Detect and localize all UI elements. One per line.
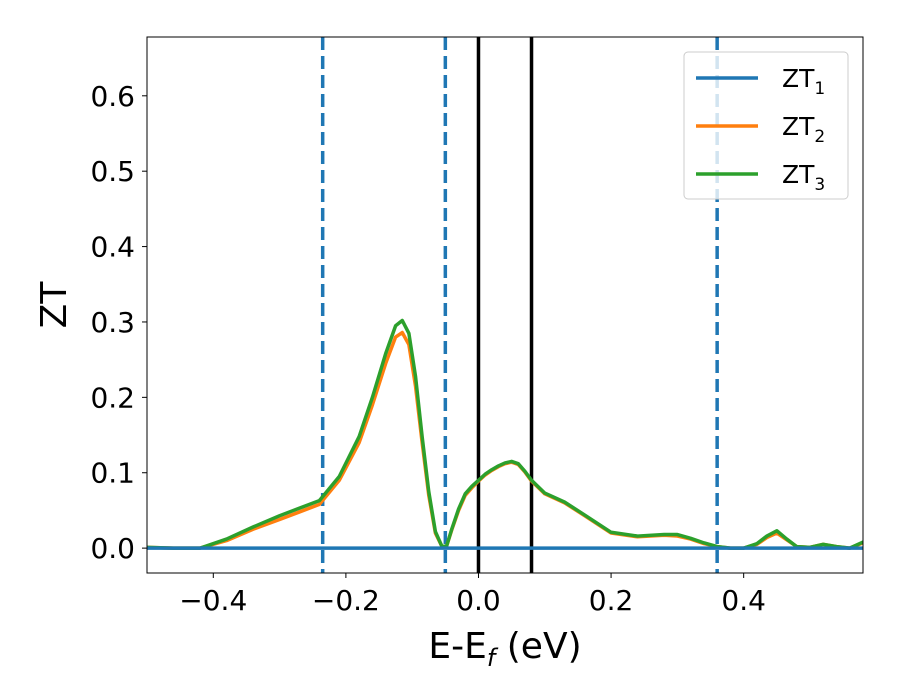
legend-label-zt2: ZT2 (782, 112, 825, 147)
x-tick-label: 0.4 (721, 584, 766, 617)
reference-lines (320, 37, 719, 573)
x-tick-label: −0.2 (312, 584, 380, 617)
x-axis-label: E-Ef (eV) (428, 626, 581, 672)
y-axis-label: ZT (34, 281, 75, 329)
y-tick-label: 0.5 (90, 155, 135, 188)
y-tick-label: 0.6 (90, 80, 135, 113)
y-tick-label: 0.0 (90, 532, 135, 565)
legend-box (683, 51, 849, 200)
y-tick-label: 0.4 (90, 231, 135, 264)
y-tick-label: 0.2 (90, 381, 135, 414)
plot-frame (146, 36, 864, 574)
series-line-zt3 (147, 318, 863, 550)
y-tick-label: 0.3 (90, 306, 135, 339)
y-axis-ticks: 0.0 0.1 0.2 0.3 0.4 0.5 0.6 (90, 80, 147, 565)
legend: ZT1 ZT2 ZT3 (683, 51, 849, 200)
legend-label-zt1: ZT1 (782, 64, 825, 99)
x-tick-label: 0.2 (589, 584, 634, 617)
series-layer (147, 318, 863, 550)
y-tick-label: 0.1 (90, 457, 135, 490)
legend-label-zt3: ZT3 (782, 160, 825, 195)
x-axis-ticks: −0.4 −0.2 0.0 0.2 0.4 (179, 573, 766, 617)
x-tick-label: −0.4 (179, 584, 247, 617)
x-tick-label: 0.0 (456, 584, 501, 617)
